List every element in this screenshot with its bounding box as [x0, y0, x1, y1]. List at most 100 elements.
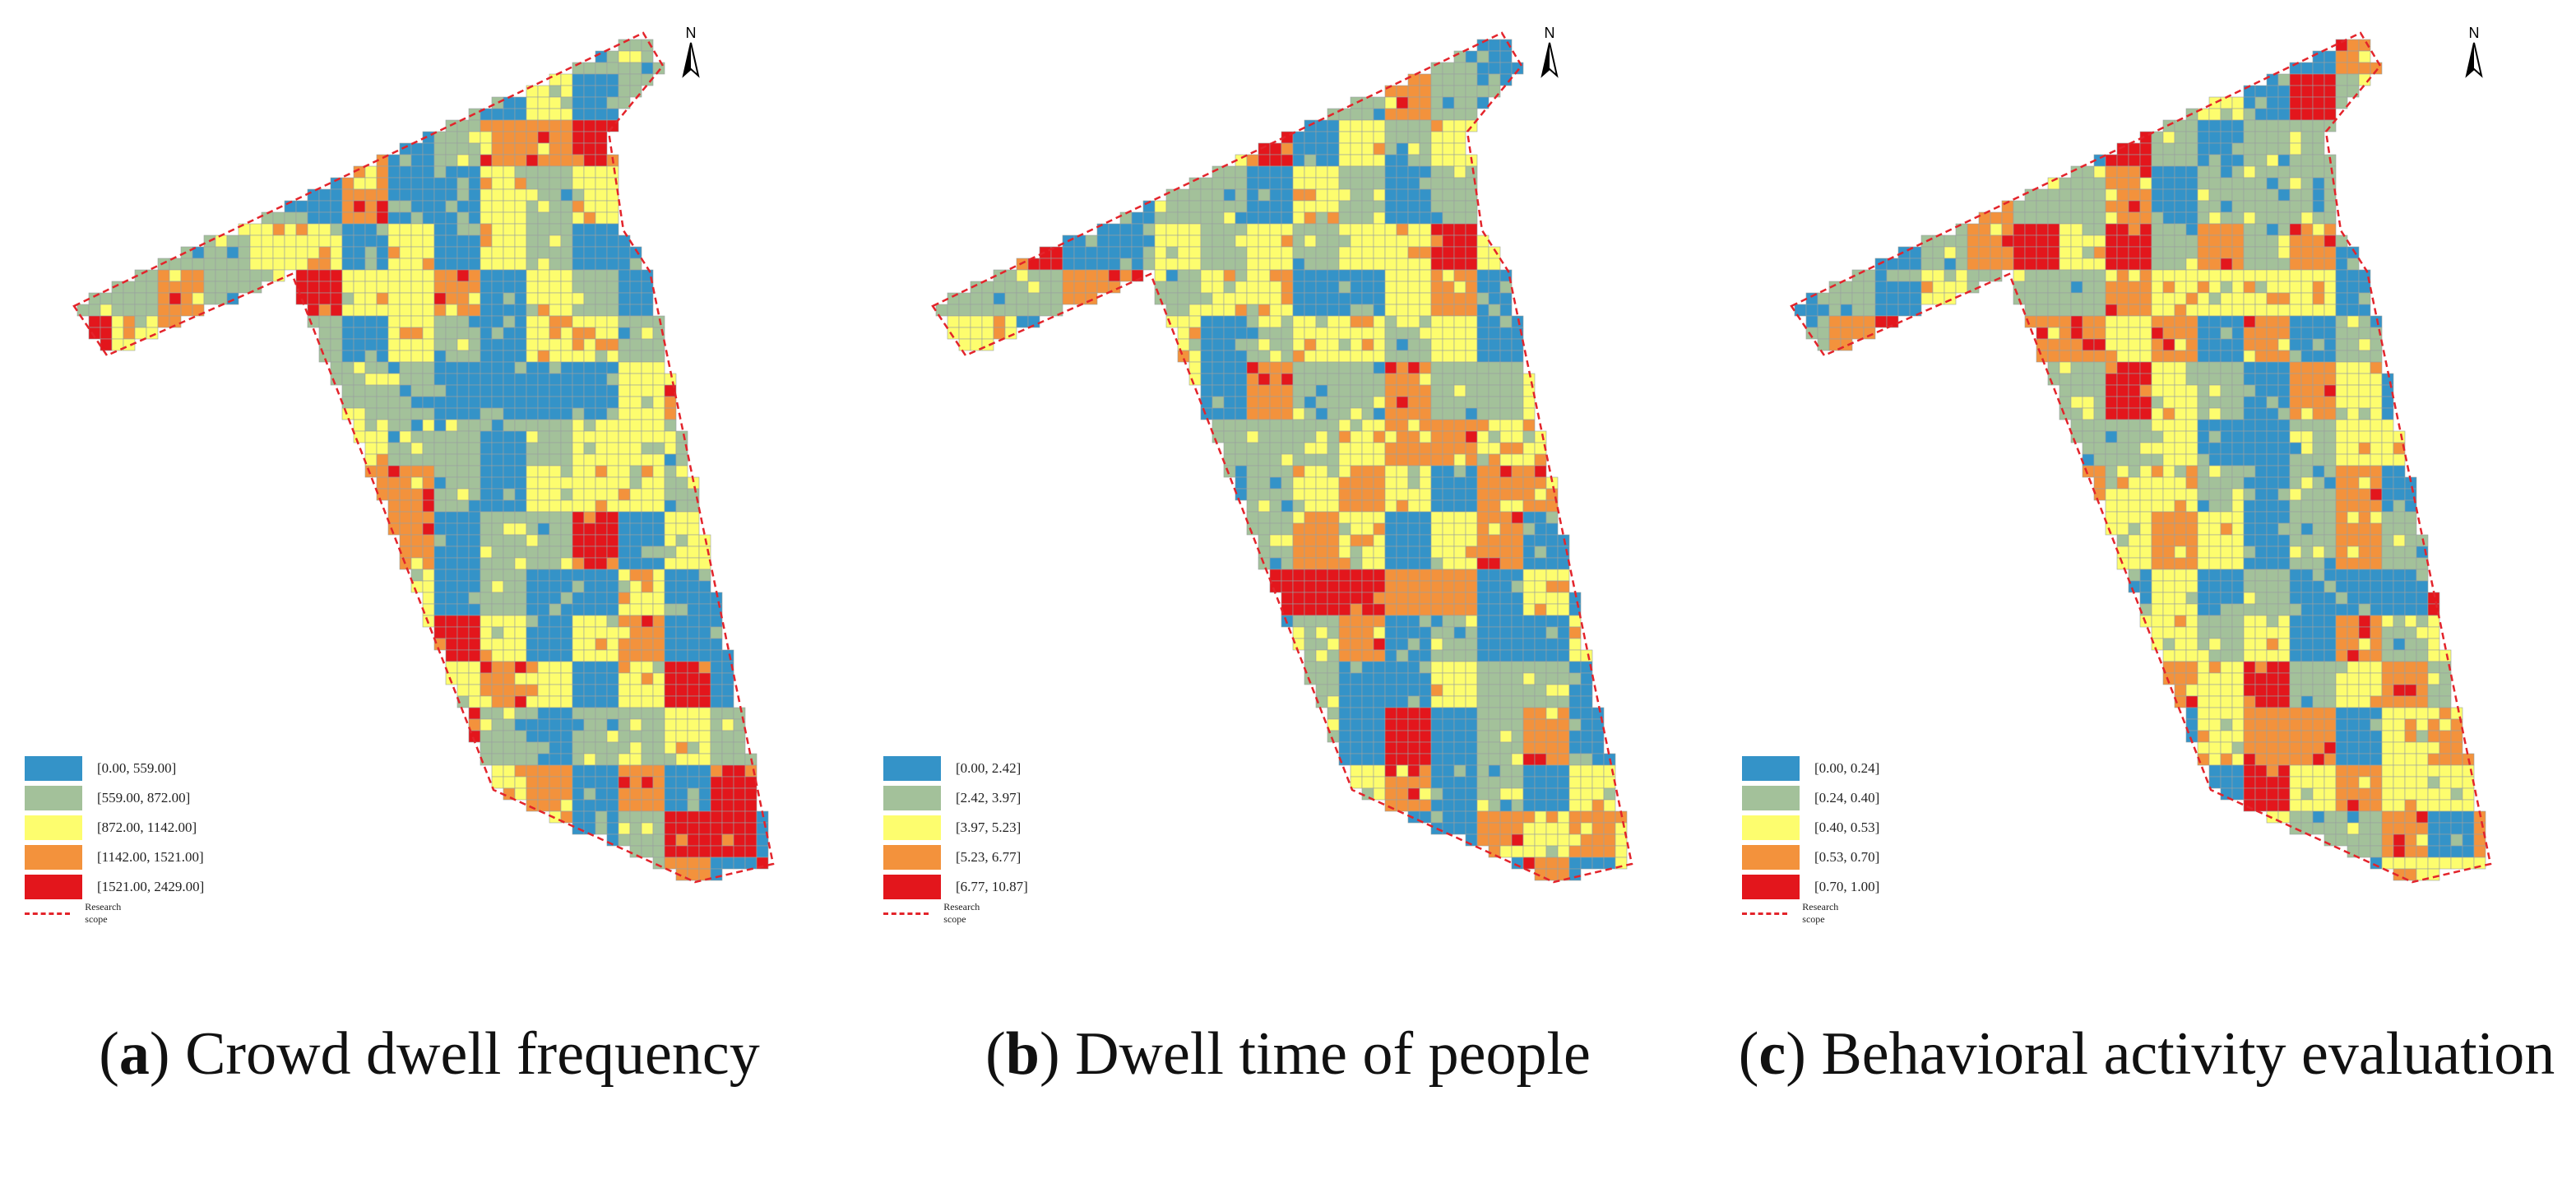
grid-cell — [1476, 373, 1490, 386]
grid-cell — [675, 499, 688, 513]
grid-cell — [1909, 292, 1922, 305]
grid-cell — [1396, 580, 1409, 593]
grid-cell — [1897, 246, 1911, 259]
grid-cell — [2381, 476, 2394, 490]
grid-cell — [1920, 258, 1934, 271]
grid-cell — [376, 292, 389, 305]
grid-cell — [2082, 200, 2095, 213]
grid-cell — [410, 177, 424, 190]
grid-cell — [1384, 695, 1397, 708]
grid-cell — [1384, 350, 1397, 363]
grid-cell — [1886, 304, 1899, 317]
grid-cell — [1591, 753, 1605, 766]
grid-cell — [710, 833, 723, 847]
grid-cell — [1430, 649, 1443, 662]
grid-cell — [1557, 603, 1570, 616]
grid-cell — [2231, 522, 2245, 536]
grid-cell — [572, 223, 585, 236]
grid-cell — [1177, 292, 1190, 305]
grid-cell — [2174, 430, 2187, 443]
grid-cell — [1557, 833, 1570, 847]
grid-cell — [2323, 546, 2337, 559]
grid-cell — [2197, 488, 2210, 501]
grid-cell — [410, 511, 424, 524]
grid-cell — [1476, 764, 1490, 778]
grid-cell — [1488, 292, 1501, 305]
grid-cell — [2277, 85, 2291, 98]
grid-cell — [88, 304, 101, 317]
grid-cell — [2105, 476, 2118, 490]
grid-cell — [134, 315, 147, 328]
grid-cell — [675, 453, 688, 467]
legend-scope: Research scope — [883, 901, 992, 925]
grid-cell — [2231, 592, 2245, 605]
grid-cell — [1292, 350, 1305, 363]
grid-cell — [491, 407, 504, 420]
grid-cell — [1246, 361, 1259, 374]
grid-cell — [2185, 442, 2198, 455]
grid-cell — [2266, 546, 2279, 559]
grid-cell — [560, 753, 573, 766]
grid-cell — [1944, 234, 1957, 248]
grid-cell — [618, 822, 631, 835]
grid-cell — [1419, 626, 1432, 639]
grid-cell — [641, 787, 654, 801]
grid-cell — [514, 718, 527, 731]
grid-cell — [1442, 661, 1455, 674]
grid-cell — [2323, 361, 2337, 374]
grid-cell — [1373, 119, 1386, 132]
grid-cell — [2254, 569, 2268, 582]
grid-cell — [1465, 211, 1478, 225]
grid-cell — [2105, 430, 2118, 443]
grid-cell — [652, 822, 665, 835]
grid-cell — [2082, 211, 2095, 225]
grid-cell — [1212, 315, 1225, 328]
grid-cell — [583, 131, 596, 144]
grid-cell — [491, 327, 504, 340]
grid-cell — [1304, 258, 1317, 271]
grid-cell — [1499, 730, 1513, 743]
grid-cell — [2266, 430, 2279, 443]
grid-cell — [491, 361, 504, 374]
grid-cell — [2266, 96, 2279, 109]
grid-cell — [652, 361, 665, 374]
grid-cell — [2323, 338, 2337, 351]
grid-cell — [1292, 234, 1305, 248]
grid-cell — [2208, 580, 2222, 593]
grid-cell — [1465, 615, 1478, 628]
grid-cell — [583, 407, 596, 420]
grid-cell — [1177, 234, 1190, 248]
grid-cell — [1453, 661, 1466, 674]
grid-cell — [641, 603, 654, 616]
grid-cell — [1522, 557, 1536, 570]
grid-cell — [2404, 522, 2417, 536]
grid-cell — [1384, 177, 1397, 190]
grid-cell — [698, 776, 711, 789]
grid-cell — [1223, 407, 1236, 420]
grid-cell — [1212, 384, 1225, 397]
grid-cell — [641, 649, 654, 662]
grid-cell — [641, 453, 654, 467]
grid-cell — [1465, 234, 1478, 248]
grid-cell — [468, 269, 481, 282]
grid-cell — [2059, 338, 2072, 351]
grid-cell — [2347, 246, 2360, 259]
grid-cell — [1258, 188, 1271, 202]
grid-cell — [560, 361, 573, 374]
grid-cell — [1350, 430, 1363, 443]
grid-cell — [2174, 188, 2187, 202]
grid-cell — [2254, 327, 2268, 340]
grid-cell — [503, 430, 516, 443]
grid-cell — [526, 488, 539, 501]
grid-cell — [629, 592, 642, 605]
grid-cell — [526, 534, 539, 547]
grid-cell — [1361, 407, 1374, 420]
grid-cell — [1407, 281, 1420, 294]
grid-cell — [1840, 292, 1853, 305]
grid-cell — [456, 407, 470, 420]
grid-cell — [307, 258, 320, 271]
grid-cell — [1407, 546, 1420, 559]
grid-cell — [1488, 534, 1501, 547]
grid-cell — [2231, 569, 2245, 582]
grid-cell — [1522, 730, 1536, 743]
